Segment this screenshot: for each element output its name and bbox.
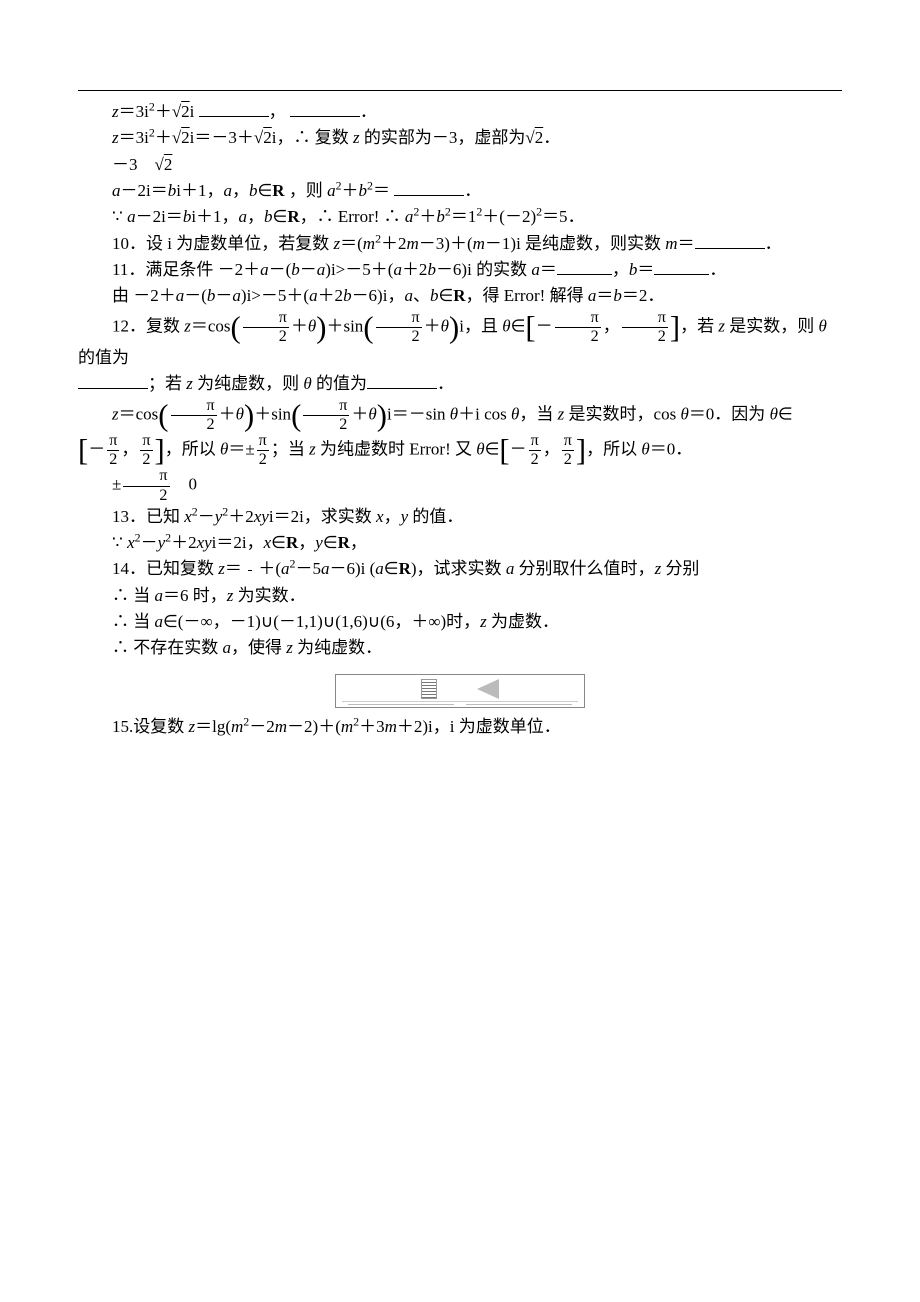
q11-stem: 11．满足条件 －2＋a－(b－a)i>－5＋(a＋2b－6)i 的实数 a＝，… <box>78 257 842 283</box>
q9-stem: a－2i＝bi＋1，a，b∈R ，则 a2＋b2＝ ． <box>78 178 842 204</box>
q13-stem: 13．已知 x2－y2＋2xyi＝2i，求实数 x，y 的值． <box>78 504 842 530</box>
q12-stem2: ；若 z 为纯虚数，则 θ 的值为． <box>78 371 842 397</box>
q8-ans: －3 2 <box>78 152 842 178</box>
q14-s3c: ∴ 不存在实数 a，使得 z 为纯虚数． <box>78 635 842 661</box>
q12-sol: z＝cos(π2＋θ)＋sin(π2＋θ)i＝－sin θ＋i cos θ，当 … <box>78 398 842 433</box>
blank <box>695 231 765 249</box>
q10-stem: 10．设 i 为虚数单位，若复数 z＝(m2＋2m－3)＋(m－1)i 是纯虚数… <box>78 231 842 257</box>
box-arrow-icon <box>477 679 499 699</box>
q11-sol: 由 －2＋a－(b－a)i>－5＋(a＋2b－6)i，a、b∈R，得 Error… <box>78 283 842 309</box>
box-tab-icon <box>421 679 437 699</box>
top-rule <box>78 90 842 91</box>
q14-s2c: ∴ 当 a∈(－∞，－1)∪(－1,1)∪(1,6)∪(6，＋∞)时，z 为虚数… <box>78 609 842 635</box>
q13-sol1: ∵ x2－y2＋2xyi＝2i，x∈R，y∈R， <box>78 530 842 556</box>
blank <box>78 371 148 389</box>
blank <box>394 178 464 196</box>
q12-sol2: [－π2，π2]，所以 θ＝±π2；当 z 为纯虚数时 Error! 又 θ∈[… <box>78 433 842 468</box>
q8-stem: z＝3i2＋2i ， ． <box>78 99 842 125</box>
q12-ans: ±π2 0 <box>78 468 842 503</box>
blank <box>367 371 437 389</box>
q9-sol: ∵ a－2i＝bi＋1，a，b∈R，∴ Error! ∴ a2＋b2＝12＋(－… <box>78 204 842 230</box>
q12-stem: 12．复数 z＝cos(π2＋θ)＋sin(π2＋θ)i，且 θ∈[－π2，π2… <box>78 310 842 372</box>
blank <box>290 99 360 117</box>
blank <box>654 257 709 275</box>
q8-sol: z＝3i2＋2i＝－3＋2i，∴ 复数 z 的实部为－3，虚部为2． <box>78 125 842 151</box>
blank <box>557 257 612 275</box>
box-line <box>348 704 454 705</box>
q14-stem: 14．已知复数 z＝ ＋(a2－5a－6)i (a∈R)，试求实数 a 分别取什… <box>78 556 842 582</box>
blank <box>199 99 269 117</box>
q15-stem: 15.设复数 z＝lg(m2－2m－2)＋(m2＋3m＋2)i，i 为虚数单位． <box>78 714 842 740</box>
q14-s1c: ∴ 当 a＝6 时，z 为实数． <box>78 583 842 609</box>
box-line <box>466 704 572 705</box>
ability-box <box>335 674 585 708</box>
